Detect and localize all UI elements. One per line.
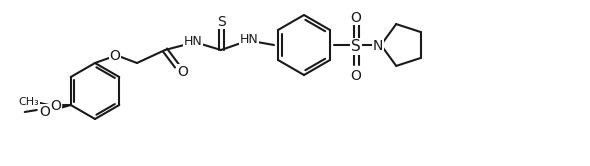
Text: HN: HN [240,33,258,46]
Text: O: O [50,99,61,114]
Text: HN: HN [183,35,202,48]
Text: CH₃: CH₃ [18,97,39,107]
Text: O: O [40,105,50,119]
Text: N: N [373,40,383,53]
Text: O: O [350,69,362,83]
Text: O: O [350,10,362,25]
Text: S: S [351,39,361,54]
Text: O: O [178,65,188,79]
Text: O: O [110,49,120,64]
Text: S: S [217,14,225,29]
